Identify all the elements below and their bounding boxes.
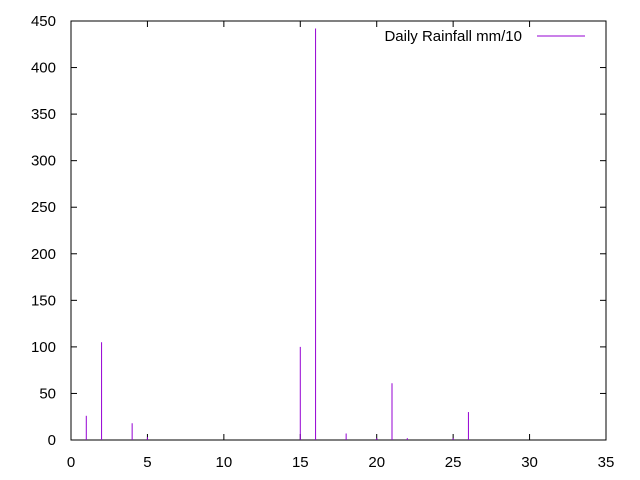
y-tick-label: 200 (31, 246, 56, 263)
data-bars (85, 28, 469, 440)
x-tick-label: 35 (598, 454, 615, 471)
plot-frame (70, 20, 607, 441)
y-tick-label: 50 (39, 385, 56, 402)
y-tick-label: 150 (31, 292, 56, 309)
x-tick-label: 10 (216, 454, 233, 471)
y-tick-label: 100 (31, 339, 56, 356)
x-tick-label: 25 (445, 454, 462, 471)
axis-ticks (70, 20, 607, 441)
x-tick-label: 0 (67, 454, 75, 471)
legend: Daily Rainfall mm/10 (384, 28, 585, 45)
y-tick-label: 250 (31, 199, 56, 216)
axis-tick-labels: 0 5 10 15 20 25 30 3505010015020025030035040045… (31, 13, 614, 471)
y-tick-label: 350 (31, 106, 56, 123)
x-tick-label: 5 (143, 454, 151, 471)
x-tick-label: 20 (368, 454, 385, 471)
y-tick-label: 0 (48, 432, 56, 449)
legend-label: Daily Rainfall mm/10 (384, 28, 522, 45)
y-tick-label: 300 (31, 153, 56, 170)
y-tick-label: 400 (31, 60, 56, 77)
x-tick-label: 15 (292, 454, 309, 471)
x-tick-label: 30 (521, 454, 538, 471)
y-tick-label: 450 (31, 13, 56, 30)
